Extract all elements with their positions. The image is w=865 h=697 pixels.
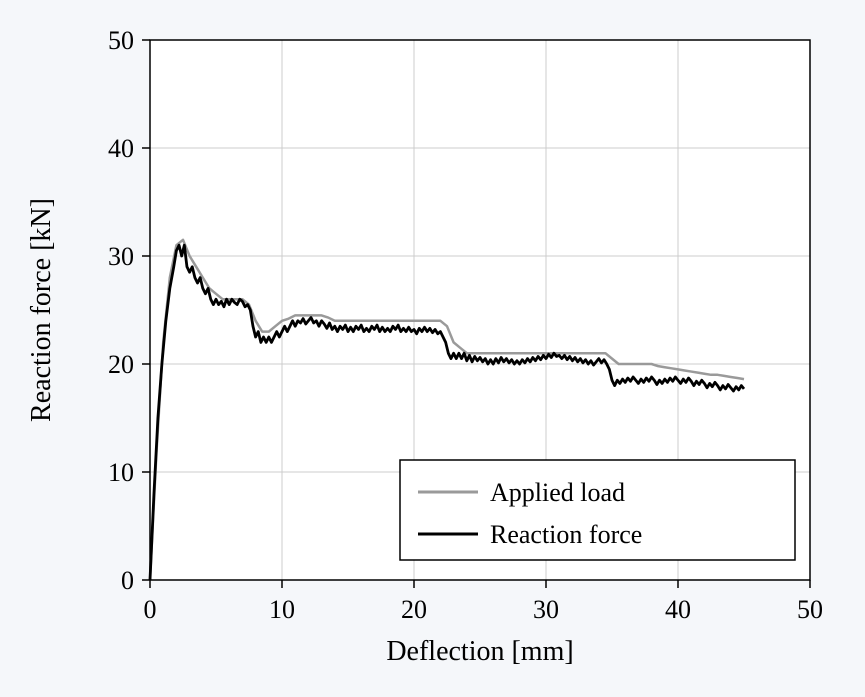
legend-label: Reaction force — [490, 520, 642, 549]
line-chart: 0 10 20 30 40 50 0 10 20 30 40 50 Deflection [mm] Rea… — [0, 0, 865, 697]
x-tick-label: 50 — [797, 595, 823, 624]
x-axis-label: Deflection [mm] — [386, 636, 573, 667]
x-tick-label: 20 — [401, 595, 427, 624]
chart-container: 0 10 20 30 40 50 0 10 20 30 40 50 Deflection [mm] Rea… — [0, 0, 865, 697]
y-tick-label: 20 — [108, 350, 134, 379]
y-tick-label: 30 — [108, 242, 134, 271]
x-tick-label: 0 — [144, 595, 157, 624]
y-tick-label: 50 — [108, 26, 134, 55]
y-tick-label: 40 — [108, 134, 134, 163]
y-axis-label: Reaction force [kN] — [26, 198, 57, 422]
y-tick-label: 10 — [108, 458, 134, 487]
x-tick-label: 10 — [269, 595, 295, 624]
x-tick-label: 30 — [533, 595, 559, 624]
x-tick-label: 40 — [665, 595, 691, 624]
legend-label: Applied load — [490, 478, 625, 507]
y-tick-label: 0 — [121, 566, 134, 595]
